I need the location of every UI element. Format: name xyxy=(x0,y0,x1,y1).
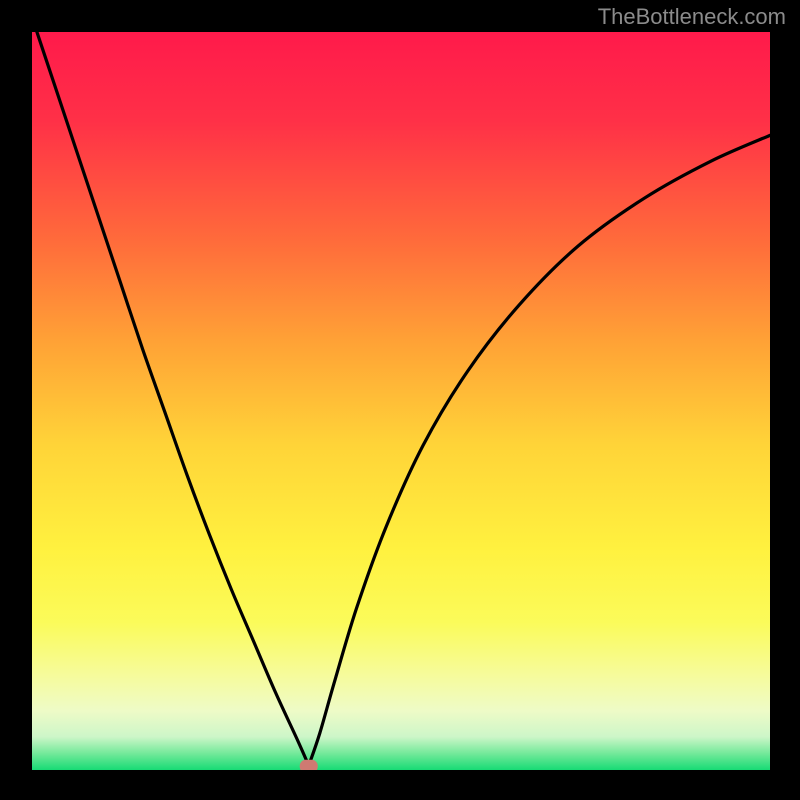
bottleneck-chart xyxy=(0,0,800,800)
watermark-text: TheBottleneck.com xyxy=(598,4,786,30)
plot-area xyxy=(32,32,770,770)
chart-container: TheBottleneck.com xyxy=(0,0,800,800)
